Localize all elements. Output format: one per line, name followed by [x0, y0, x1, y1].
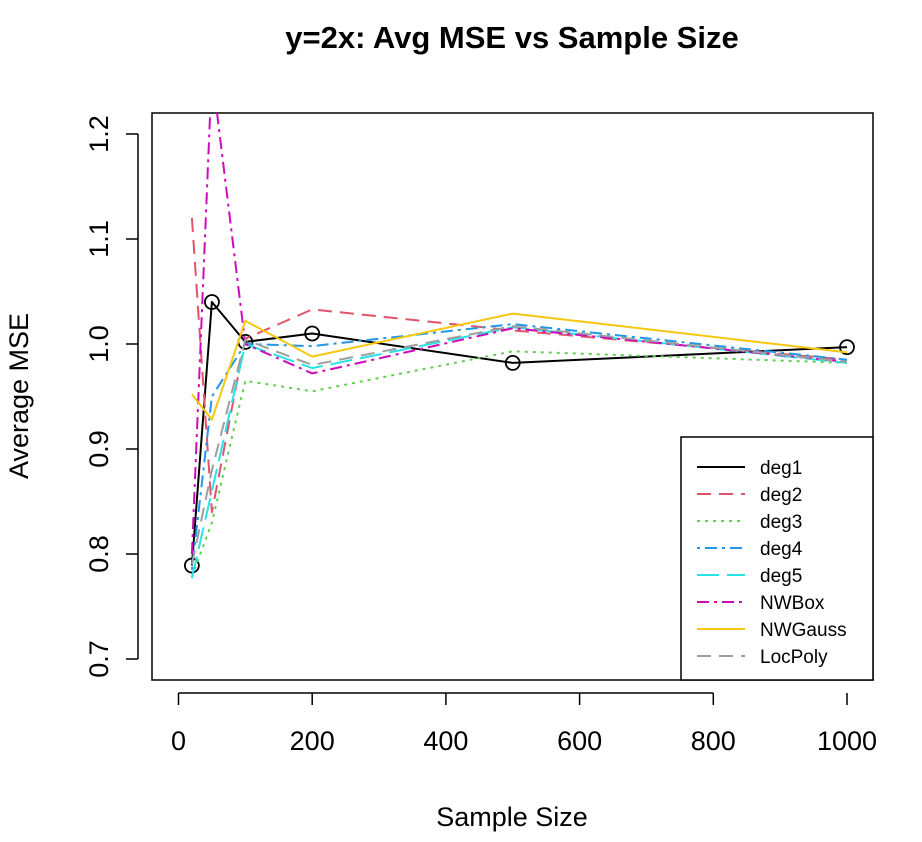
y-tick-label: 0.7: [84, 640, 114, 678]
series-line-deg3: [190, 350, 848, 578]
plot-area-border: [151, 112, 874, 681]
chart-title: y=2x: Avg MSE vs Sample Size: [285, 20, 738, 55]
plot-area: [183, 113, 855, 579]
series-layer: [183, 113, 855, 579]
x-tick-label: 0: [171, 726, 186, 756]
x-tick-label: 800: [691, 726, 736, 756]
y-tick-label: 1.2: [84, 115, 114, 153]
x-axis: 0 200 400 600 800 1000: [171, 692, 877, 756]
y-tick-label: 1.1: [84, 220, 114, 258]
legend-box: [680, 436, 874, 681]
y-tick-label: 0.9: [84, 430, 114, 468]
data-point-deg1: [504, 354, 521, 371]
legend-label-deg1: deg1: [760, 458, 802, 479]
series-line-deg2: [190, 217, 848, 513]
legend-label-deg5: deg5: [760, 566, 802, 587]
series-line-locpoly: [190, 325, 848, 565]
x-tick-label: 1000: [817, 726, 877, 756]
legend-label-deg2: deg2: [760, 485, 802, 506]
legend-label-deg3: deg3: [760, 512, 802, 533]
y-axis-label: Average MSE: [4, 313, 34, 479]
legend: deg1 deg2 deg3 deg4 deg5 NWBox NWGauss LocPoly: [680, 436, 874, 681]
x-axis-label: Sample Size: [436, 802, 588, 832]
x-tick-label: 600: [557, 726, 602, 756]
x-tick-label: 400: [423, 726, 468, 756]
series-line-deg4: [190, 323, 848, 570]
y-axis: 0.7 0.8 0.9 1.0 1.1 1.2: [84, 115, 139, 678]
data-point-deg1: [839, 339, 855, 356]
legend-label-nwgauss: NWGauss: [760, 620, 847, 641]
data-point-deg1: [204, 294, 220, 310]
y-tick-label: 0.8: [84, 535, 114, 573]
data-point-deg1: [183, 557, 200, 574]
x-tick-label: 200: [290, 726, 335, 756]
y-tick-label: 1.0: [84, 325, 114, 363]
data-point-deg1: [304, 325, 321, 342]
legend-label-nwbox: NWBox: [760, 593, 825, 614]
legend-label-locpoly: LocPoly: [760, 647, 828, 668]
series-line-nwbox: [190, 113, 848, 555]
series-line-nwgauss: [191, 312, 848, 421]
legend-label-deg4: deg4: [760, 539, 803, 560]
